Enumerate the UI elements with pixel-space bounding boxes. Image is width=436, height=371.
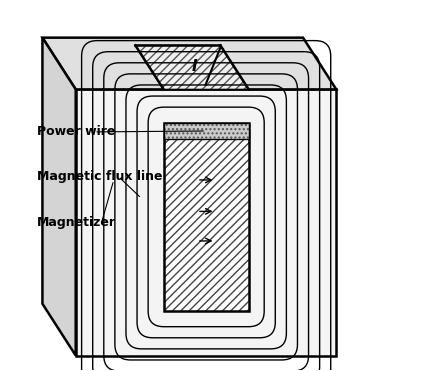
Bar	[164, 123, 249, 139]
Polygon shape	[42, 37, 76, 355]
Bar	[164, 123, 249, 311]
Text: Power wire: Power wire	[37, 125, 115, 138]
Polygon shape	[76, 89, 336, 355]
Text: Magnetic flux line: Magnetic flux line	[37, 170, 162, 183]
Polygon shape	[42, 37, 336, 89]
Text: I: I	[192, 59, 198, 73]
Polygon shape	[136, 45, 249, 89]
Bar	[164, 123, 249, 311]
Text: Magnetizer: Magnetizer	[37, 216, 116, 229]
Bar	[164, 123, 249, 311]
Bar	[164, 123, 249, 139]
Bar	[164, 123, 249, 139]
